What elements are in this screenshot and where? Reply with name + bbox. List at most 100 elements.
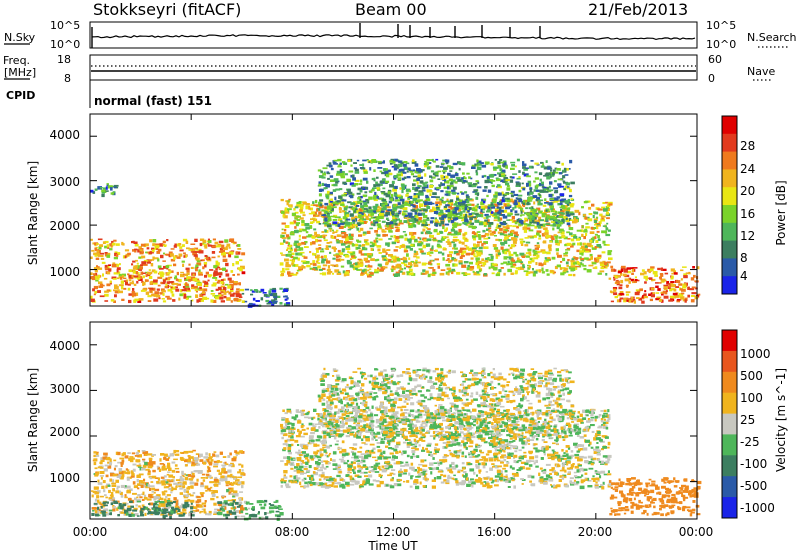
power-echo-cell: [322, 167, 328, 170]
power-echo-cell: [594, 246, 597, 249]
power-echo-cell: [644, 281, 647, 284]
power-echo-cell: [159, 274, 164, 278]
power-echo-cell: [281, 228, 284, 231]
velocity-echo-cell: [160, 476, 165, 479]
power-echo-cell: [513, 261, 517, 264]
power-echo-cell: [510, 272, 514, 275]
power-echo-cell: [113, 239, 117, 242]
velocity-echo-cell: [147, 465, 153, 469]
power-echo-cell: [346, 259, 351, 264]
power-echo-cell: [574, 236, 578, 239]
power-echo-cell: [440, 174, 444, 178]
velocity-echo-cell: [319, 450, 322, 454]
power-echo-cell: [199, 248, 202, 251]
power-echo-cell: [461, 177, 464, 180]
power-echo-cell: [542, 223, 546, 227]
power-echo-cell: [456, 195, 459, 199]
power-echo-cell: [336, 173, 341, 176]
power-echo-cell: [502, 181, 506, 183]
velocity-echo-cell: [167, 497, 171, 501]
power-echo-cell: [354, 265, 359, 269]
velocity-echo-cell: [223, 471, 228, 474]
power-echo-cell: [515, 234, 519, 236]
power-echo-cell: [409, 190, 412, 193]
power-echo-cell: [253, 289, 258, 292]
power-echo-cell: [625, 291, 631, 294]
power-echo-cell: [470, 252, 474, 256]
power-echo-cell: [286, 297, 289, 300]
velocity-echo-cell: [234, 510, 239, 513]
power-echo-cell: [391, 213, 395, 216]
power-echo-cell: [581, 245, 585, 249]
velocity-echo-cell: [221, 508, 225, 511]
power-echo-cell: [202, 266, 205, 270]
power-echo-cell: [343, 225, 347, 228]
power-echo-cell: [194, 247, 199, 250]
power-echo-cell: [139, 249, 143, 252]
power-echo-cell: [514, 204, 520, 208]
power-echo-cell: [286, 303, 290, 307]
velocity-echo-cell: [210, 459, 214, 462]
power-echo-cell: [438, 223, 442, 227]
power-echo-cell: [199, 238, 205, 241]
power-echo-cell: [110, 245, 113, 248]
power-echo-cell: [401, 177, 405, 181]
power-echo-cell: [427, 162, 432, 164]
power-echo-cell: [118, 290, 123, 294]
power-echo-cell: [406, 192, 409, 194]
power-echo-cell: [570, 235, 575, 237]
power-echo-cell: [362, 177, 368, 181]
power-echo-cell: [362, 231, 367, 235]
velocity-echo-cell: [113, 506, 116, 509]
power-echo-cell: [361, 244, 366, 247]
power-echo-cell: [392, 216, 396, 220]
power-echo-cell: [367, 274, 372, 278]
power-echo-cell: [373, 219, 378, 224]
power-echo-cell: [230, 288, 234, 292]
power-echo-cell: [475, 172, 479, 176]
power-echo-cell: [220, 290, 223, 294]
power-echo-cell: [127, 252, 131, 256]
power-echo-cell: [449, 255, 452, 258]
velocity-echo-cell: [190, 485, 194, 489]
velocity-echo-cell: [191, 461, 197, 465]
power-echo-cell: [314, 211, 317, 214]
power-echo-cell: [204, 255, 208, 258]
power-echo-cell: [520, 206, 523, 209]
power-echo-cell: [593, 220, 598, 223]
power-echo-cell: [163, 244, 167, 246]
power-echo-cell: [556, 161, 561, 164]
power-echo-cell: [225, 273, 230, 277]
velocity-echo-cell: [231, 503, 234, 507]
power-echo-cell: [551, 221, 555, 223]
power-echo-cell: [326, 164, 331, 167]
power-echo-cell: [453, 225, 457, 228]
power-echo-cell: [536, 232, 540, 236]
power-echo-cell: [134, 298, 139, 302]
power-echo-cell: [346, 178, 351, 182]
power-echo-cell: [422, 244, 426, 249]
power-echo-cell: [113, 300, 116, 303]
power-echo-cell: [93, 285, 98, 290]
velocity-echo-cell: [178, 485, 182, 488]
power-echo-cell: [488, 259, 494, 262]
power-echo-cell: [541, 181, 544, 185]
power-echo-cell: [513, 202, 518, 206]
power-echo-cell: [184, 279, 190, 281]
velocity-echo-cell: [161, 491, 165, 494]
power-echo-cell: [353, 167, 358, 170]
power-echo-cell: [173, 245, 177, 248]
power-echo-cell: [556, 196, 561, 199]
power-echo-cell: [565, 249, 571, 251]
power-echo-cell: [118, 273, 122, 277]
velocity-echo-cell: [134, 455, 140, 457]
power-echo-cell: [497, 211, 502, 215]
power-echo-cell: [667, 283, 671, 285]
power-echo-cell: [451, 189, 456, 192]
velocity-echo-cell: [136, 479, 139, 483]
velocity-echo-cell: [221, 468, 226, 472]
power-echo-cell: [281, 237, 287, 239]
power-echo-cell: [232, 242, 236, 245]
velocity-echo-cell: [228, 487, 232, 490]
power-echo-cell: [528, 260, 532, 264]
